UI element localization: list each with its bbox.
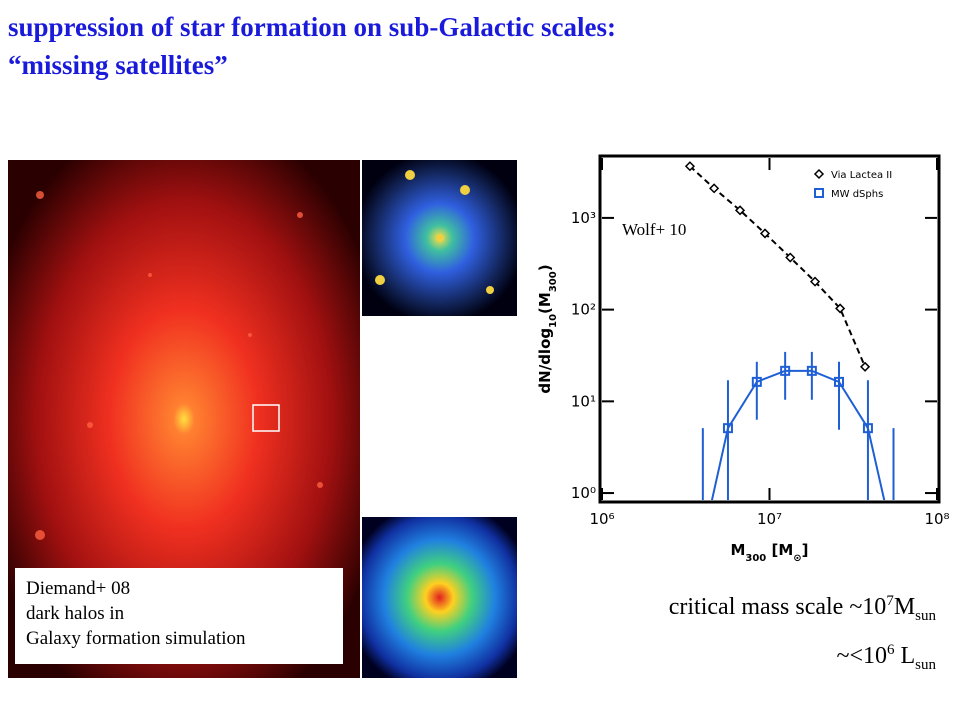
point (862, 423, 873, 434)
chart: 10⁶ 10⁷ 10⁸ 10⁰ 10¹ 10² 10³ Via Lactea II MW dSp… (536, 154, 950, 564)
note-text: critical mass scale ~10 (668, 594, 887, 620)
axis-label: M300 [M⊙] (730, 541, 808, 564)
axis-label-part: ⊙ (793, 553, 801, 564)
axis-label-part: 300 (745, 553, 766, 564)
axis-label-part: dN/dlog (536, 328, 554, 394)
note-text: ~<10 (836, 642, 887, 669)
caption-box (15, 568, 343, 664)
note-sup: 7 (886, 593, 894, 609)
point (785, 252, 796, 263)
legend-label: Via Lactea II (831, 170, 892, 181)
point (806, 365, 817, 376)
y-tick-label: 10¹ (571, 392, 596, 410)
note: critical mass scale ~107Msun ~<106 Lsun (669, 584, 936, 682)
point (890, 537, 898, 545)
series-line (710, 369, 886, 500)
plot-area (684, 161, 898, 545)
x-tick-label: 10⁶ (589, 510, 614, 528)
y-tick-label: 10² (571, 301, 596, 319)
axis-label: dN/dlog10(M300) (536, 264, 559, 393)
axis-label-part: 300 (548, 271, 559, 292)
point (835, 303, 846, 314)
point (860, 361, 871, 372)
slide-title: “missing satellites” (8, 50, 228, 80)
note-sup: 6 (886, 641, 895, 658)
legend-label: MW dSphs (831, 189, 883, 200)
simulation-images (8, 160, 517, 678)
note-line: critical mass scale ~107Msun (669, 584, 936, 633)
point (759, 228, 771, 239)
axis-label-part: 10 (548, 314, 559, 328)
legend-marker (813, 168, 825, 180)
x-tick-label: 10⁸ (924, 510, 949, 528)
zoom-box (252, 404, 280, 432)
y-tick-label: 10⁰ (571, 484, 596, 502)
caption: Diemand+ 08 dark halos in Galaxy formati… (26, 576, 246, 651)
annotation: Wolf+ 10 (622, 220, 686, 239)
y-tick-label: 10³ (571, 209, 596, 227)
caption-line: Diemand+ 08 (26, 578, 131, 599)
axis-label-part: [M (766, 541, 793, 559)
axis-label-part: ) (536, 264, 554, 271)
note-line: ~<106 Lsun (669, 633, 936, 682)
note-text: L (894, 642, 916, 669)
note-text: M (893, 594, 916, 620)
x-tick-label: 10⁷ (757, 510, 782, 528)
point (751, 376, 762, 387)
axis-label-part: ] (802, 541, 809, 559)
point (834, 376, 845, 387)
point (709, 183, 720, 194)
point (734, 205, 746, 216)
point (809, 276, 821, 287)
point (684, 161, 696, 172)
caption-line: dark halos in (26, 603, 125, 624)
axis-label-part: (M (536, 292, 554, 314)
point (780, 365, 791, 376)
point (699, 537, 707, 545)
axis-label-part: M (730, 541, 745, 559)
series-line (689, 165, 866, 368)
slide-title: suppression of star formation on sub-Gal… (8, 12, 617, 42)
inset-image (362, 517, 517, 678)
note-sub: sun (915, 656, 936, 673)
caption-line: Galaxy formation simulation (26, 628, 246, 649)
legend-marker (814, 188, 824, 198)
note-sub: sun (915, 607, 936, 624)
plot-frame (598, 154, 941, 504)
inset-subhalos (375, 170, 494, 294)
point (722, 423, 733, 434)
